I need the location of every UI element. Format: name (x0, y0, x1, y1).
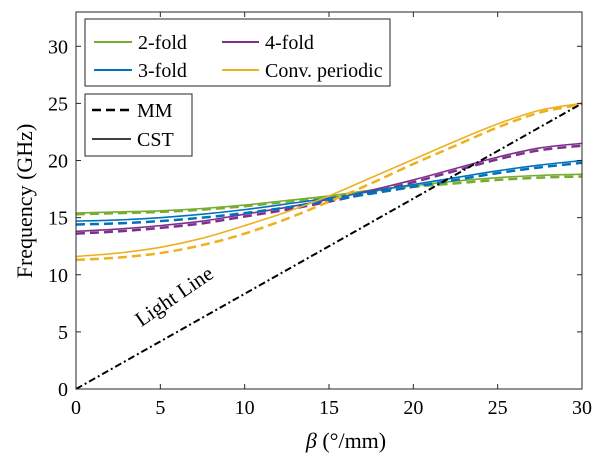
legend-label-cst: CST (137, 129, 174, 151)
x-axis-label: β (°/mm) (305, 428, 386, 453)
legend-label-3-fold: 3-fold (138, 60, 187, 82)
x-axis-symbol: β (305, 428, 317, 453)
series-legend: 2-fold 4-fold 3-fold Conv. periodic (84, 18, 391, 87)
legend-label-2-fold: 2-fold (138, 32, 187, 54)
series-conv-periodic-cst (75, 102, 583, 258)
style-legend-box (84, 93, 193, 157)
y-tick-label-25: 25 (48, 93, 68, 115)
light-line (75, 102, 583, 390)
y-axis-label: Frequency (GHz) (12, 124, 37, 279)
legend-label-4-fold: 4-fold (265, 32, 314, 54)
series-legend-box (84, 18, 391, 87)
y-tick-label-10: 10 (48, 265, 68, 287)
x-tick-label-25: 25 (488, 397, 508, 419)
x-tick-label-15: 15 (319, 397, 339, 419)
x-tick-label-5: 5 (155, 397, 165, 419)
y-axis-ticks: 0 5 10 15 20 25 30 (48, 36, 582, 401)
y-tick-label-15: 15 (48, 208, 68, 230)
x-tick-label-30: 30 (572, 397, 592, 419)
x-tick-label-20: 20 (403, 397, 423, 419)
curves (75, 102, 583, 262)
series-3-fold-mm (75, 161, 583, 226)
y-tick-label-30: 30 (48, 36, 68, 58)
series-3-fold-cst (75, 159, 583, 222)
series-conv-periodic-mm (75, 103, 583, 262)
x-tick-label-0: 0 (71, 397, 81, 419)
y-tick-label-5: 5 (58, 322, 68, 344)
style-legend: MM CST (84, 93, 193, 157)
x-axis-ticks: 0 5 10 15 20 25 30 (71, 12, 592, 419)
y-tick-label-0: 0 (58, 379, 68, 401)
series-2-fold-mm (75, 175, 583, 216)
y-tick-label-20: 20 (48, 151, 68, 173)
legend-label-mm: MM (137, 100, 173, 122)
x-tick-label-10: 10 (235, 397, 255, 419)
x-axis-unit: (°/mm) (317, 428, 386, 453)
light-line-path (75, 102, 583, 390)
legend-label-conv-periodic: Conv. periodic (265, 60, 383, 82)
